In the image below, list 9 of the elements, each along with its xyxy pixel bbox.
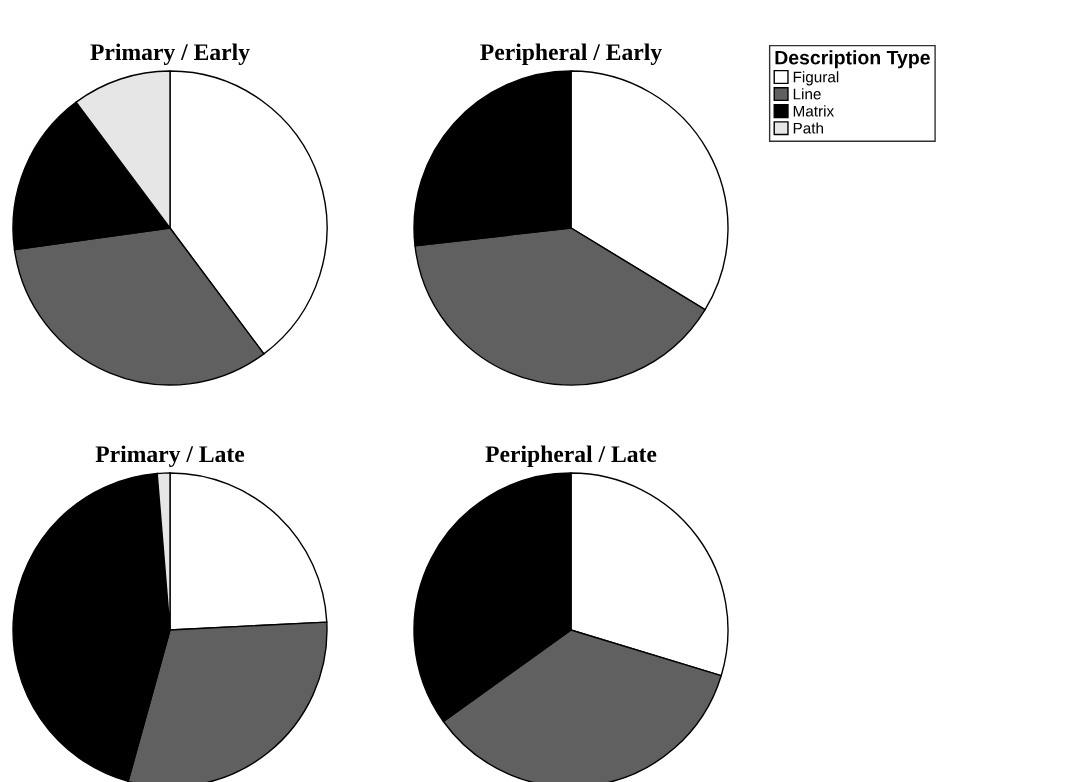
legend-label: Matrix	[793, 105, 834, 117]
legend-label: Line	[793, 88, 821, 100]
chart-title: Primary / Late	[95, 445, 245, 467]
legend-label: Path	[793, 122, 823, 134]
chart-title: Peripheral / Early	[480, 43, 662, 65]
chart-title: Primary / Early	[90, 43, 250, 65]
legend-label: Figural	[793, 71, 839, 86]
legend-title: Description Type	[775, 50, 930, 69]
chart-title: Peripheral / Late	[485, 445, 657, 467]
